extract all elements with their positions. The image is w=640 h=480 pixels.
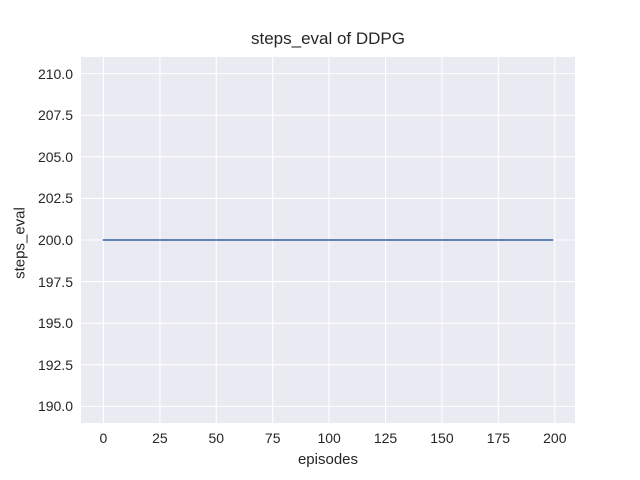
x-tick-label: 25 [152, 430, 168, 446]
x-tick-label: 100 [317, 430, 341, 446]
x-tick-label: 75 [264, 430, 281, 446]
y-tick-label: 197.5 [37, 273, 73, 290]
y-tick-label: 207.5 [37, 107, 73, 124]
y-tick-label: 205.0 [37, 148, 73, 165]
plot-area [81, 57, 575, 423]
x-tick-label: 125 [373, 430, 398, 446]
line-chart-canvas [81, 57, 575, 423]
y-tick-label: 190.0 [37, 398, 73, 415]
x-axis-label: episodes [297, 451, 359, 468]
chart-title: steps_eval of DDPG [250, 29, 405, 48]
y-tick-label: 195.0 [37, 315, 73, 332]
x-tick-label: 0 [99, 430, 108, 446]
y-tick-label: 200.0 [37, 232, 73, 248]
y-tick-label: 210.0 [37, 65, 73, 82]
x-tick-label: 200 [543, 430, 567, 446]
x-tick-label: 175 [486, 430, 511, 446]
y-tick-label: 192.5 [37, 356, 73, 373]
x-tick-label: 150 [430, 430, 454, 446]
x-tick-label: 50 [208, 430, 225, 446]
y-tick-label: 202.5 [37, 190, 73, 207]
y-axis-label: steps_eval [11, 207, 29, 279]
